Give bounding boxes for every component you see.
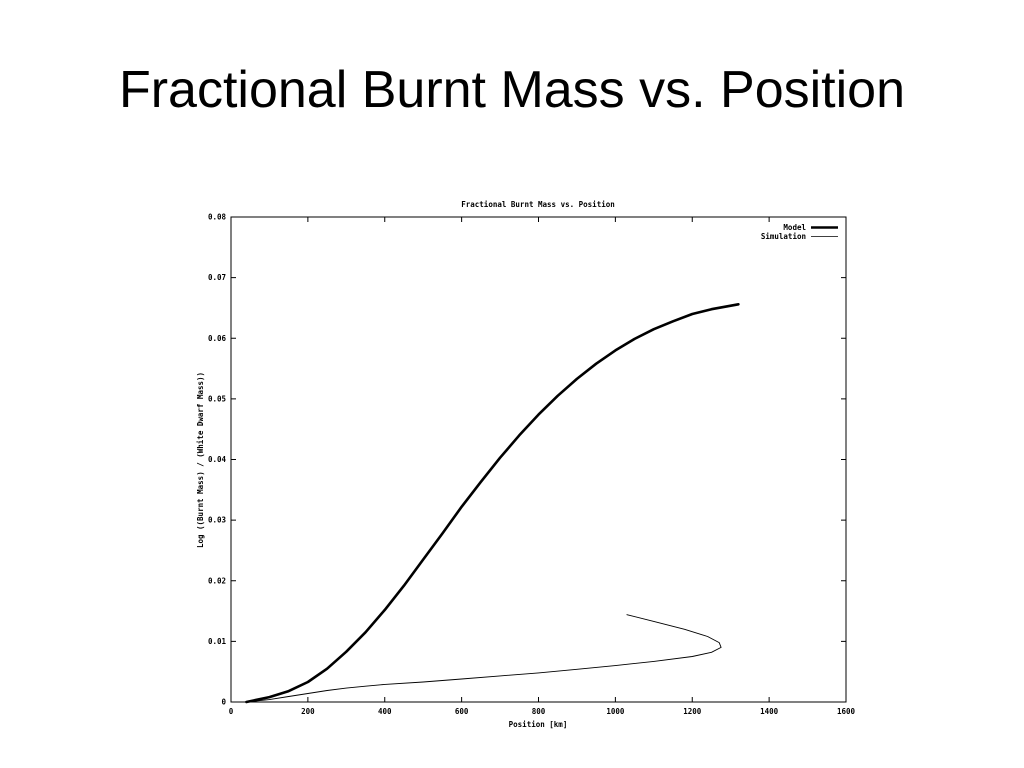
legend-label-simulation: Simulation xyxy=(761,232,806,241)
x-tick-label: 0 xyxy=(229,707,234,716)
y-tick-label: 0.01 xyxy=(208,637,227,646)
y-tick-label: 0.04 xyxy=(208,455,227,464)
x-tick-label: 1600 xyxy=(837,707,856,716)
x-tick-label: 800 xyxy=(532,707,546,716)
chart-title: Fractional Burnt Mass vs. Position xyxy=(461,200,615,209)
y-axis: 0 0.01 0.02 0.03 0.04 0.05 0.06 0.07 0.08 xyxy=(208,213,846,707)
plot-area xyxy=(245,302,740,704)
y-tick-label: 0.02 xyxy=(208,576,226,585)
x-tick-label: 200 xyxy=(301,707,315,716)
plot-frame xyxy=(230,216,847,703)
x-tick-label: 400 xyxy=(378,707,392,716)
y-tick-label: 0.05 xyxy=(208,394,226,403)
x-tick-label: 1400 xyxy=(760,707,779,716)
series-line-simulation xyxy=(245,614,722,703)
x-tick-label: 1200 xyxy=(683,707,702,716)
x-tick-label: 600 xyxy=(455,707,469,716)
legend: Model Simulation xyxy=(761,223,838,241)
y-axis-label: Log ((Burnt Mass) / (White Dwarf Mass)) xyxy=(196,372,205,548)
slide-title: Fractional Burnt Mass vs. Position xyxy=(118,61,906,119)
x-tick-label: 1000 xyxy=(606,707,625,716)
legend-label-model: Model xyxy=(783,223,806,232)
y-tick-label: 0.08 xyxy=(208,213,227,222)
y-tick-label: 0 xyxy=(221,698,226,707)
series-line-model xyxy=(245,302,740,704)
y-tick-label: 0.07 xyxy=(208,273,226,282)
x-axis: 0 200 400 600 800 1000 1200 1400 1600 xyxy=(229,217,856,716)
x-axis-label: Position [km] xyxy=(509,720,568,729)
y-tick-label: 0.06 xyxy=(208,334,227,343)
y-tick-label: 0.03 xyxy=(208,516,227,525)
